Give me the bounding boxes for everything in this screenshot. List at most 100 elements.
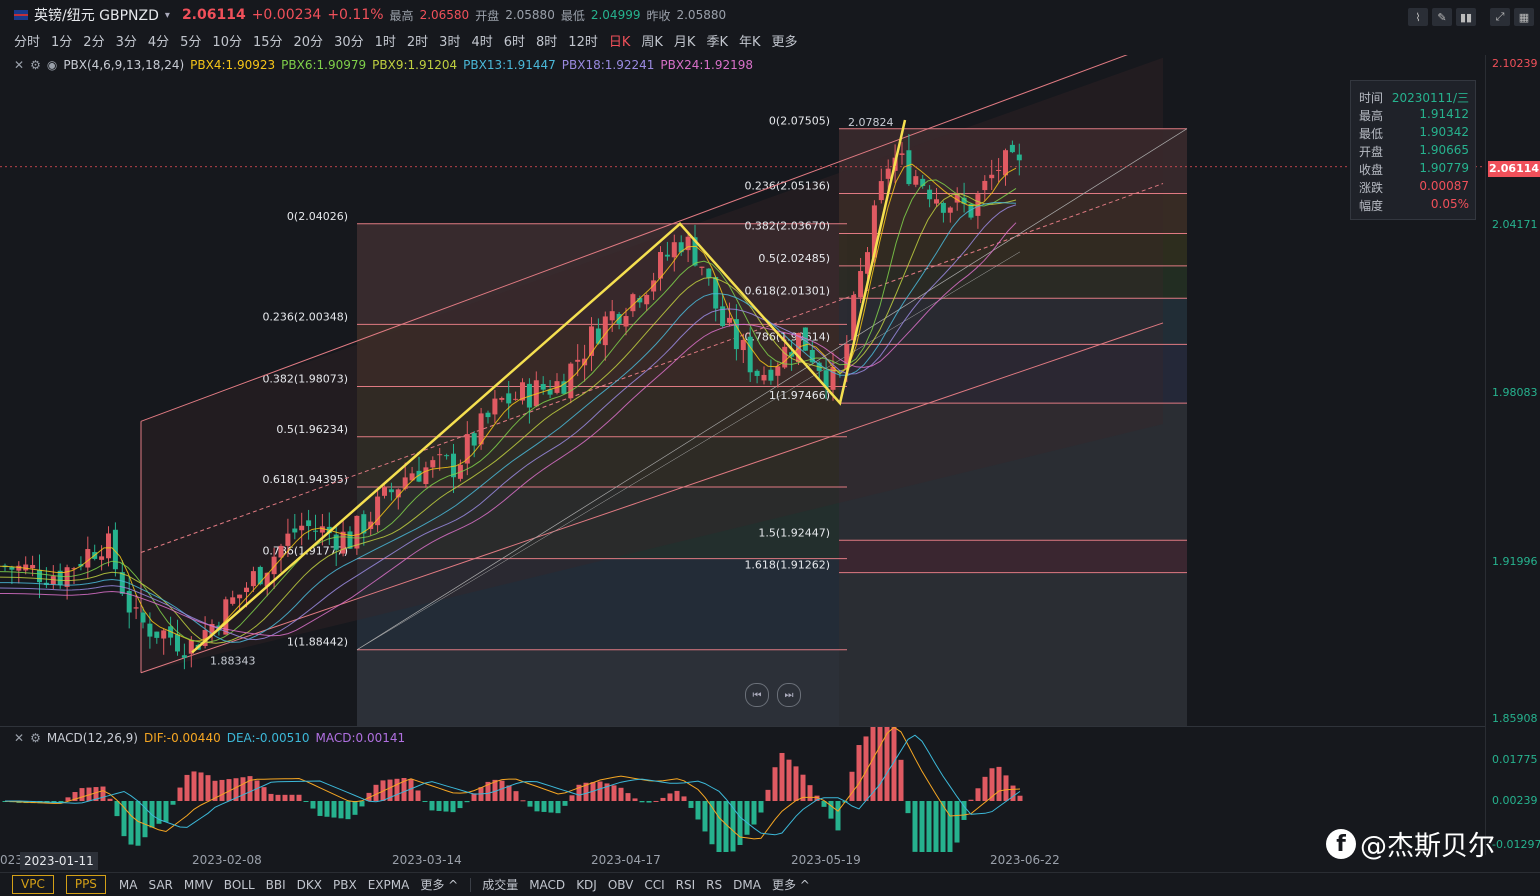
period-tab[interactable]: 3分: [115, 34, 137, 50]
line-chart-icon[interactable]: ⌇: [1408, 8, 1428, 26]
main-indicator-button[interactable]: SAR: [148, 877, 173, 892]
macd-histogram-bar: [744, 801, 750, 835]
draw-pen-icon[interactable]: ✎: [1432, 8, 1452, 26]
pane-divider[interactable]: [0, 726, 1485, 727]
candle-body: [878, 181, 884, 201]
sub-indicator-button[interactable]: MACD: [529, 877, 566, 892]
macd-histogram-bar: [800, 774, 806, 801]
sub-indicator-button[interactable]: 成交量: [482, 878, 519, 892]
fullscreen-icon[interactable]: ⤢: [1490, 8, 1510, 26]
symbol-selector[interactable]: 英镑/纽元 GBPNZD: [34, 8, 159, 24]
scroll-end-icon[interactable]: ⏭: [777, 683, 801, 707]
period-tab[interactable]: 12时: [568, 34, 598, 50]
period-tab[interactable]: 2时: [406, 34, 429, 50]
period-tab[interactable]: 日K: [608, 34, 631, 50]
candle-type-icon[interactable]: ▮▮: [1456, 8, 1476, 26]
candle-body: [747, 336, 753, 373]
macd-histogram-bar: [695, 801, 701, 820]
period-tab[interactable]: 季K: [706, 34, 728, 50]
price-change-pct: +0.11%: [327, 7, 384, 23]
period-tab[interactable]: 3时: [439, 34, 461, 50]
macd-histogram-bar: [464, 801, 470, 803]
macd-pane[interactable]: ✕ ⚙ MACD(12,26,9) DIF:-0.00440 DEA:-0.00…: [0, 714, 1485, 868]
macd-histogram-bar: [373, 784, 379, 801]
main-indicator-button[interactable]: 更多 ^: [420, 878, 459, 892]
price-chart-pane[interactable]: 0(2.04026) 0.236(2.00348) 0.382(1.98073) 0.…: [0, 55, 1485, 726]
candle-body: [671, 242, 677, 258]
indicator-chip[interactable]: PPS: [65, 875, 106, 894]
header-bar: 英镑/纽元 GBPNZD ▾ 2.06114 +0.00234 +0.11% 最…: [0, 0, 1540, 54]
abcd-pattern-line: [191, 119, 907, 654]
period-tab[interactable]: 4时: [471, 34, 493, 50]
period-tab[interactable]: 年K: [738, 34, 761, 50]
chevron-down-icon[interactable]: ▾: [164, 9, 170, 21]
fib-label: 0.5(1.96234): [276, 423, 348, 436]
main-indicator-button[interactable]: MMV: [183, 877, 213, 892]
eye-icon[interactable]: ◉: [46, 58, 58, 72]
candle-body: [540, 384, 546, 390]
channel-lower: [140, 322, 1164, 674]
candle-body: [126, 590, 132, 613]
macd-canvas[interactable]: [0, 714, 1485, 868]
sub-indicator-button[interactable]: 更多 ^: [771, 878, 810, 892]
candle-body: [23, 564, 29, 571]
close-icon[interactable]: ✕: [14, 731, 25, 745]
period-tab[interactable]: 1分: [51, 34, 73, 50]
candle-body: [561, 381, 567, 394]
period-tab[interactable]: 8时: [536, 34, 558, 50]
candle-body: [768, 369, 774, 381]
price-axis-label: 1.85908: [1492, 712, 1538, 725]
sub-indicator-button[interactable]: CCI: [644, 877, 665, 892]
macd-histogram-bar: [352, 801, 358, 815]
macd-histogram-bar: [541, 801, 547, 812]
candle-body: [609, 311, 615, 321]
close-icon[interactable]: ✕: [14, 58, 25, 72]
period-tab[interactable]: 周K: [641, 34, 663, 50]
period-tab[interactable]: 5分: [180, 34, 202, 50]
sub-indicator-button[interactable]: KDJ: [576, 877, 597, 892]
sub-indicator-button[interactable]: RSI: [675, 877, 696, 892]
period-tab[interactable]: 6时: [503, 34, 526, 50]
period-tab[interactable]: 1时: [374, 34, 396, 50]
price-chart-canvas[interactable]: 0(2.04026) 0.236(2.00348) 0.382(1.98073) 0.…: [0, 55, 1485, 726]
main-indicator-button[interactable]: BBI: [265, 877, 286, 892]
macd-histogram-bar: [919, 801, 925, 868]
tooltip-value: 0.05%: [1430, 197, 1469, 211]
period-tab[interactable]: 20分: [293, 34, 324, 50]
macd-histogram-bar: [184, 774, 190, 801]
sub-indicator-button[interactable]: DMA: [733, 877, 761, 892]
candle-body: [533, 380, 539, 407]
period-tab[interactable]: 4分: [147, 34, 170, 50]
candle-body: [161, 630, 167, 639]
settings-gear-icon[interactable]: ⚙: [30, 731, 41, 745]
sub-indicator-button[interactable]: OBV: [607, 877, 634, 892]
layout-grid-icon[interactable]: ▦: [1514, 8, 1534, 26]
sub-indicator-button[interactable]: RS: [706, 877, 723, 892]
main-indicator-button[interactable]: DKX: [296, 877, 322, 892]
period-tab[interactable]: 月K: [673, 34, 696, 50]
period-tab[interactable]: 更多: [771, 34, 798, 50]
candle-body: [147, 623, 153, 637]
candle-body: [244, 587, 249, 593]
macd-histogram-bar: [394, 778, 400, 801]
settings-gear-icon[interactable]: ⚙: [30, 58, 41, 72]
candle-body: [140, 612, 146, 623]
date-label: 2023-06-22: [990, 853, 1060, 867]
macd-histogram-bar: [947, 801, 953, 867]
main-indicator-button[interactable]: PBX: [333, 877, 357, 892]
period-tab[interactable]: 15分: [252, 34, 283, 50]
period-tab[interactable]: 2分: [83, 34, 105, 50]
crosshair-date: 2023-01-11: [20, 852, 98, 870]
macd-histogram-bar: [247, 776, 253, 801]
period-tab[interactable]: 30分: [334, 34, 364, 50]
macd-histogram-bar: [289, 794, 295, 801]
macd-dif: DIF:-0.00440: [143, 731, 221, 745]
period-tab[interactable]: 10分: [212, 34, 242, 50]
candle-body: [927, 189, 933, 200]
period-tab[interactable]: 分时: [14, 34, 41, 50]
main-indicator-button[interactable]: EXPMA: [367, 877, 410, 892]
indicator-chip[interactable]: VPC: [12, 875, 54, 894]
main-indicator-button[interactable]: MA: [118, 877, 138, 892]
main-indicator-button[interactable]: BOLL: [223, 877, 255, 892]
scroll-start-icon[interactable]: ⏮: [745, 683, 769, 707]
